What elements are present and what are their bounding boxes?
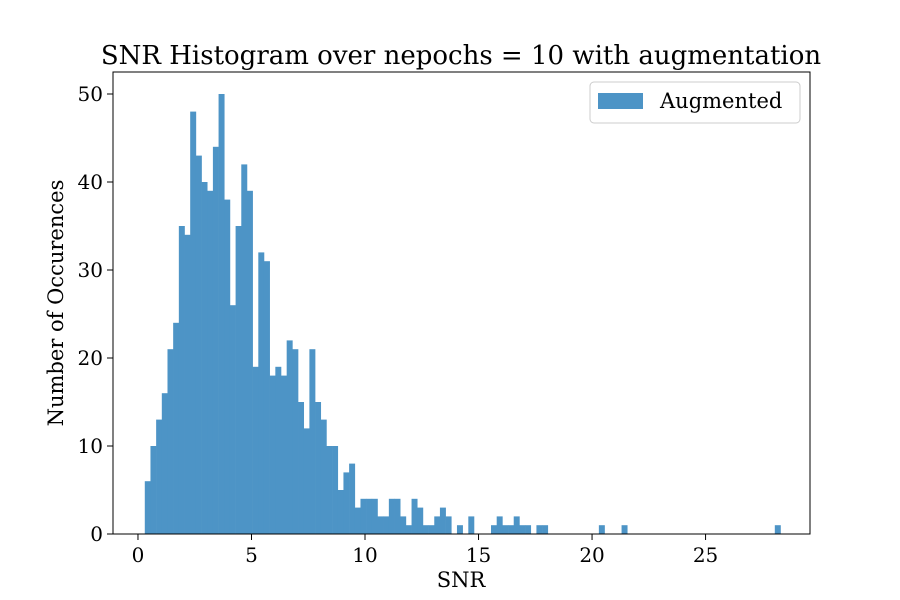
histogram-bar	[201, 182, 208, 534]
histogram-bar	[354, 507, 361, 534]
histogram-bar	[337, 490, 344, 534]
x-tick-label: 15	[466, 543, 491, 567]
histogram-bar	[536, 525, 543, 534]
legend-frame	[589, 81, 801, 124]
histogram-bar	[326, 446, 333, 534]
histogram-bar	[502, 525, 509, 534]
histogram-bar	[281, 375, 287, 534]
histogram-bar	[269, 375, 276, 534]
histogram-bar	[371, 498, 378, 534]
histogram-bar	[190, 111, 197, 534]
histogram-bar	[491, 525, 497, 534]
histogram-bar	[229, 305, 236, 534]
y-tick-label: 10	[78, 434, 103, 458]
histogram-bar	[241, 164, 248, 534]
y-tick-label: 0	[90, 522, 103, 546]
histogram-bars	[144, 94, 781, 535]
legend-entry: Augmented	[659, 89, 782, 113]
histogram-bar	[468, 516, 475, 534]
histogram-bar	[332, 446, 339, 534]
x-tick-label: 10	[352, 543, 377, 567]
histogram-bar	[343, 472, 350, 534]
histogram-bar	[383, 516, 390, 534]
histogram-bar	[298, 402, 305, 534]
histogram-bar	[235, 226, 242, 534]
x-axis-ticks: 0 5 10 15 20 25	[132, 534, 718, 567]
legend: Augmented	[589, 81, 801, 124]
x-tick-label: 25	[693, 543, 718, 567]
legend-swatch	[598, 93, 643, 109]
histogram-bar	[456, 525, 463, 534]
histogram-bar	[400, 516, 407, 534]
histogram-bar	[150, 446, 157, 534]
histogram-bar	[417, 507, 424, 534]
histogram-bar	[445, 516, 452, 534]
histogram-bar	[167, 349, 174, 534]
x-tick-label: 0	[132, 543, 145, 567]
histogram-bar	[207, 190, 214, 535]
y-tick-label: 50	[78, 82, 103, 106]
histogram-bar	[439, 507, 446, 534]
histogram-bar	[366, 498, 373, 534]
histogram-bar	[212, 146, 219, 535]
histogram-bar	[252, 366, 259, 534]
histogram-bar	[496, 516, 503, 534]
histogram-bar	[161, 393, 168, 534]
x-tick-label: 20	[579, 543, 604, 567]
histogram-bar	[360, 498, 367, 534]
plot-frame	[112, 71, 811, 535]
histogram-bar	[519, 525, 526, 534]
histogram-bar	[513, 516, 520, 534]
histogram-bar	[275, 366, 282, 534]
histogram-bar	[315, 402, 322, 534]
histogram-bar	[508, 525, 515, 534]
histogram-bar	[218, 94, 225, 534]
histogram-bar	[195, 155, 202, 534]
histogram-bar	[144, 481, 151, 534]
histogram-bar	[411, 498, 418, 534]
histogram-bar	[774, 525, 781, 534]
y-axis-ticks: 0 10 20 30 40 50	[78, 82, 113, 546]
histogram-bar	[598, 525, 605, 534]
histogram-bar	[542, 525, 549, 534]
histogram-bar	[178, 226, 185, 534]
histogram-bar	[405, 525, 412, 534]
y-axis-label: Number of Occurences	[44, 180, 68, 427]
histogram-bar	[320, 419, 327, 534]
histogram-bar	[525, 525, 532, 534]
histogram-bar	[258, 252, 265, 534]
histogram-bar	[434, 516, 441, 534]
chart-title: SNR Histogram over nepochs = 10 with aug…	[101, 41, 822, 71]
y-tick-label: 30	[78, 258, 103, 282]
histogram-bar	[388, 498, 395, 534]
histogram-bar	[286, 340, 293, 534]
histogram-bar	[621, 525, 628, 534]
y-tick-label: 20	[78, 346, 103, 370]
histogram-bar	[173, 322, 180, 534]
histogram-bar	[428, 525, 435, 534]
histogram-bar	[377, 516, 384, 534]
histogram-bar	[263, 261, 270, 534]
histogram-bar	[156, 419, 163, 534]
histogram-bar	[309, 349, 316, 534]
histogram-bar	[303, 428, 310, 534]
histogram-bar	[246, 190, 253, 535]
histogram-bar	[422, 525, 429, 534]
histogram-bar	[184, 234, 191, 535]
x-axis-label: SNR	[437, 568, 487, 592]
histogram-bar	[224, 199, 231, 534]
histogram-bar	[394, 498, 401, 534]
histogram-bar	[292, 349, 299, 534]
x-tick-label: 5	[245, 543, 258, 567]
y-tick-label: 40	[78, 170, 103, 194]
histogram-bar	[349, 463, 356, 534]
